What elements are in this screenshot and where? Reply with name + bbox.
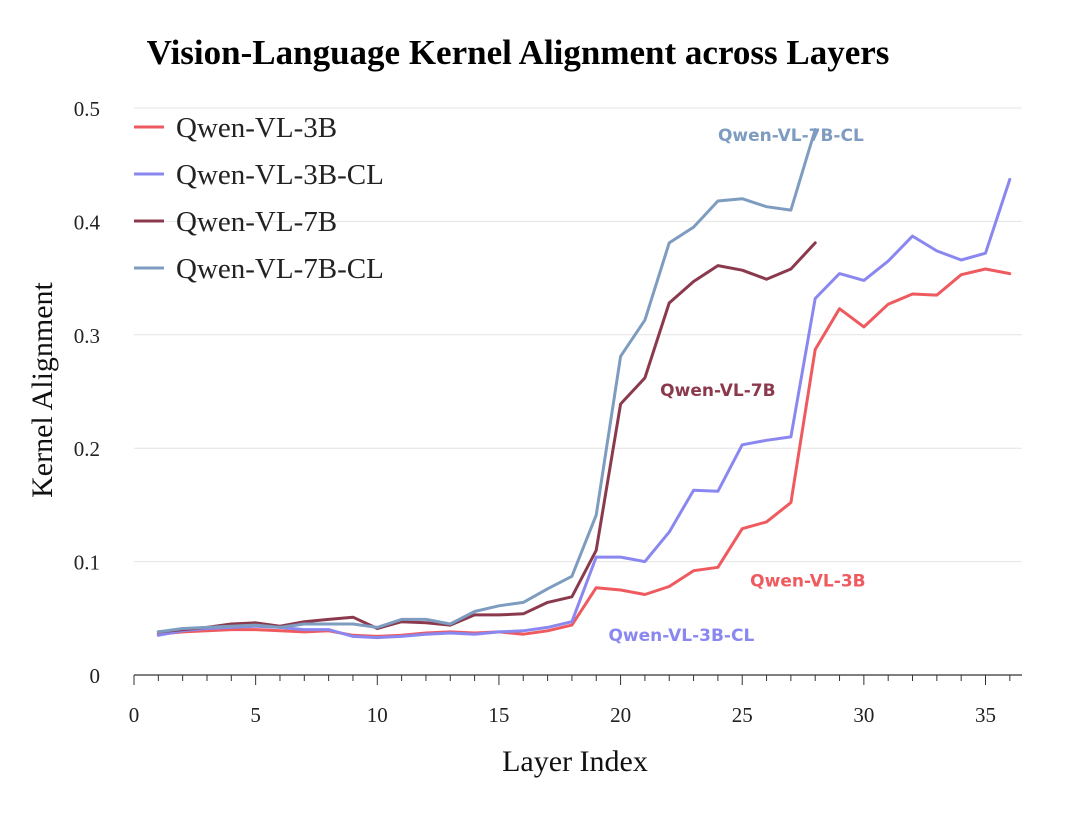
y-tick-label: 0.1: [74, 551, 100, 575]
x-tick-label: 35: [975, 703, 996, 727]
y-tick-label: 0.4: [74, 210, 101, 234]
grid-lines: [134, 107, 1022, 563]
legend-label: Qwen-VL-3B-CL: [176, 159, 384, 191]
y-tick-label: 0.2: [74, 437, 100, 461]
x-tick-label: 0: [129, 703, 140, 727]
annotation-label: Qwen-VL-3B-CL: [608, 626, 754, 646]
x-tick-label: 15: [488, 703, 509, 727]
annotation-label: Qwen-VL-7B-CL: [718, 126, 864, 146]
x-tick-label: 20: [610, 703, 631, 727]
y-axis-label: Kernel Alignment: [26, 281, 59, 497]
series-line-qwen-vl-3b-cl: [156, 177, 1012, 640]
legend-label: Qwen-VL-7B: [176, 206, 337, 238]
series-line-qwen-vl-7b-cl: [156, 128, 817, 634]
x-tick-label: 25: [732, 703, 753, 727]
legend-label: Qwen-VL-7B-CL: [176, 253, 384, 285]
chart-title: Vision-Language Kernel Alignment across …: [147, 33, 890, 72]
y-tick-label: 0: [90, 664, 101, 688]
axes: 0 5 10 15 20 25 30 35 0 0.1 0.2 0.3 0.4 0.5: [74, 97, 1022, 727]
series-annotations: Qwen-VL-7B-CL Qwen-VL-7B Qwen-VL-3B Qwen-VL…: [608, 126, 865, 646]
annotation-label: Qwen-VL-3B: [750, 572, 865, 592]
x-axis-label: Layer Index: [502, 745, 648, 778]
x-tick-label: 30: [853, 703, 874, 727]
y-tick-label: 0.5: [74, 97, 100, 121]
x-tick-label: 10: [367, 703, 388, 727]
series-lines: [156, 128, 1012, 640]
x-tick-label: 5: [250, 703, 261, 727]
series-line-qwen-vl-7b: [156, 241, 817, 634]
annotation-label: Qwen-VL-7B: [660, 381, 775, 401]
legend-label: Qwen-VL-3B: [176, 112, 337, 144]
y-tick-label: 0.3: [74, 324, 100, 348]
series-line-qwen-vl-3b: [156, 267, 1012, 638]
legend: Qwen-VL-3B Qwen-VL-3B-CL Qwen-VL-7B Qwen-VL…: [134, 112, 384, 285]
